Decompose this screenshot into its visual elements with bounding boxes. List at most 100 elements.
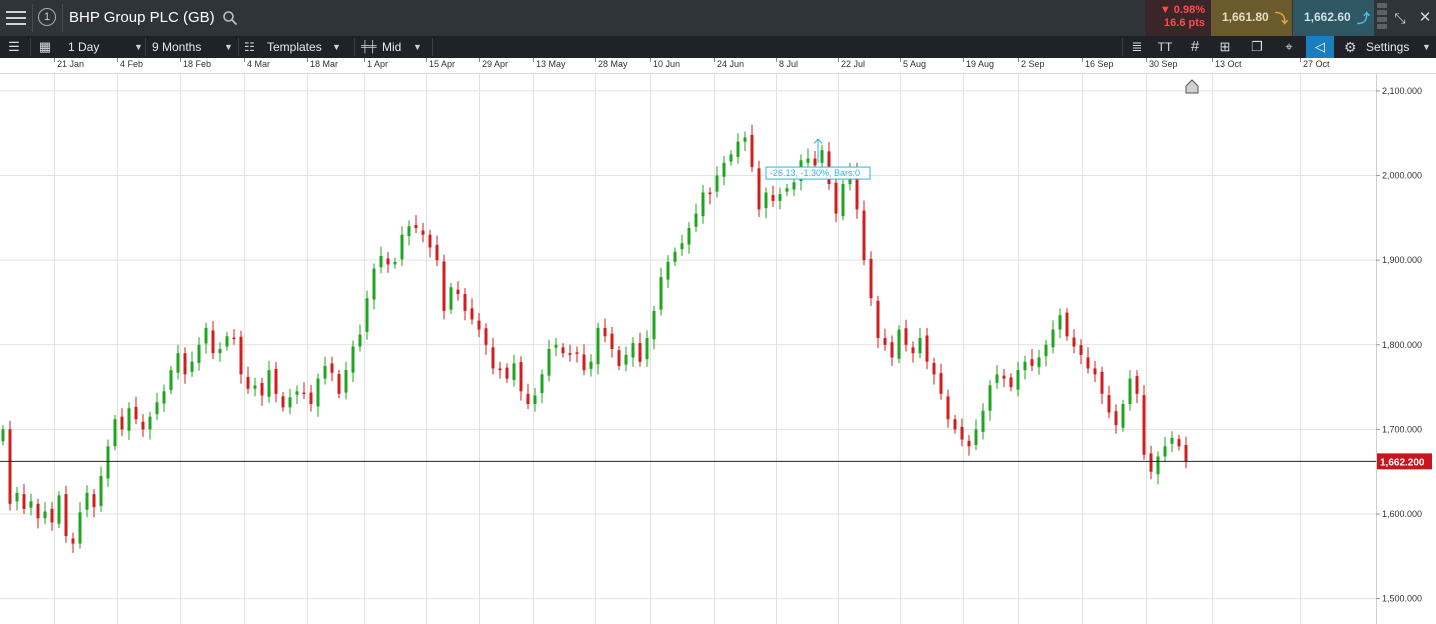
x-tick-label: 29 Apr <box>482 59 509 69</box>
settings-button[interactable]: ⚙ Settings ▼ <box>1340 36 1436 58</box>
candle <box>22 483 26 514</box>
candle <box>78 502 82 549</box>
candle <box>897 325 901 363</box>
candle-body <box>442 261 446 311</box>
candle-body <box>638 343 642 362</box>
collapse-icon[interactable]: ⤡ <box>1394 10 1406 26</box>
candle <box>911 341 915 363</box>
interval-dropdown[interactable]: 1 Day ▼ <box>62 36 144 58</box>
candle <box>141 414 145 437</box>
search-icon[interactable] <box>222 10 238 26</box>
candle-body <box>659 277 663 310</box>
grid-icon[interactable]: # <box>1190 38 1200 55</box>
candle-body <box>820 150 824 163</box>
candle <box>134 396 138 425</box>
price-type-dropdown[interactable]: ╪╪ Mid ▼ <box>356 36 432 58</box>
x-tick <box>1300 58 1301 62</box>
candle <box>687 222 691 254</box>
chevron-down-icon: ▼ <box>224 42 233 52</box>
candle-body <box>673 251 677 262</box>
crosshair-icon[interactable]: ⌖ <box>1285 39 1293 54</box>
candle-body <box>288 397 292 408</box>
list-icon[interactable]: ☰ <box>8 39 20 54</box>
candle-body <box>1002 375 1006 379</box>
candle-body <box>435 244 439 261</box>
candle <box>127 402 131 440</box>
menu-icon[interactable] <box>6 9 26 27</box>
candle-body <box>498 368 502 371</box>
templates-dropdown[interactable]: ☷ Templates ▼ <box>240 36 354 58</box>
candle-body <box>876 300 880 338</box>
candle <box>953 415 957 434</box>
y-tick-label: 1,600.000 <box>1382 509 1422 519</box>
text-tool-icon[interactable]: TT <box>1157 40 1173 54</box>
candle-body <box>106 446 110 479</box>
x-tick <box>900 58 901 62</box>
candle <box>253 377 257 397</box>
candle <box>393 257 397 269</box>
x-tick-label: 28 May <box>598 59 628 69</box>
candle-body <box>666 261 670 280</box>
home-marker-icon[interactable] <box>1185 79 1199 94</box>
candle-body <box>778 194 782 201</box>
tag-tool-icon[interactable]: ◁ <box>1306 36 1334 58</box>
measure-annotation[interactable]: -26.13, -1.30%, Bars:0 <box>765 138 871 180</box>
sell-button[interactable]: 1,661.80 ⤵ <box>1211 0 1292 36</box>
layout-grid-icon[interactable]: ▦ <box>38 39 52 54</box>
candle <box>470 298 474 325</box>
candle-body <box>1016 370 1020 390</box>
candle-body <box>806 158 810 163</box>
candle <box>1051 320 1055 354</box>
crosshair-grid-icon[interactable]: ⊞ <box>1219 39 1231 54</box>
range-dropdown[interactable]: 9 Months ▼ <box>146 36 238 58</box>
x-tick <box>180 58 181 62</box>
sell-price: 1,661.80 <box>1222 10 1269 24</box>
candle-body <box>932 362 936 375</box>
buy-button[interactable]: 1,662.60 ⤴ <box>1293 0 1374 36</box>
x-tick-label: 22 Jul <box>841 59 866 69</box>
close-icon[interactable]: ✕ <box>1418 9 1432 26</box>
candle <box>659 267 663 316</box>
candle <box>505 363 509 383</box>
info-icon[interactable]: 1 <box>38 8 56 26</box>
data-panel-icon[interactable]: ≣ <box>1131 39 1143 54</box>
copy-icon[interactable]: ❐ <box>1251 39 1263 54</box>
scroll-stack-icon[interactable] <box>1377 3 1387 33</box>
candle <box>148 411 152 440</box>
buy-arrow-icon: ⤴ <box>1357 11 1371 26</box>
candle-body <box>757 168 761 210</box>
change-percent: 0.98% <box>1173 4 1205 16</box>
candle-body <box>113 419 117 447</box>
measure-arrow-icon <box>813 138 823 144</box>
candle-body <box>428 234 432 248</box>
candle-body <box>925 335 929 362</box>
candle <box>589 354 593 377</box>
x-tick-label: 4 Feb <box>120 59 144 69</box>
candle <box>484 323 488 355</box>
candle <box>533 387 537 412</box>
x-tick <box>714 58 715 62</box>
candle-body <box>652 310 656 340</box>
candle <box>36 498 40 529</box>
x-tick-label: 15 Apr <box>429 59 456 69</box>
x-tick-label: 27 Oct <box>1303 59 1330 69</box>
candle-body <box>253 385 257 389</box>
candle <box>1065 308 1069 341</box>
candle <box>617 346 621 371</box>
measure-box <box>765 166 871 180</box>
candle-body <box>365 298 369 333</box>
candle <box>603 318 607 343</box>
x-tick-label: 10 Jun <box>653 59 681 69</box>
candle-body <box>883 338 887 345</box>
candle <box>631 337 635 367</box>
x-tick <box>776 58 777 62</box>
candle-body <box>1044 344 1048 357</box>
candle <box>1 425 5 446</box>
candle-body <box>127 408 131 431</box>
candle-body <box>1093 368 1097 375</box>
candle <box>288 388 292 415</box>
candle-body <box>211 330 215 354</box>
candle <box>561 343 565 358</box>
price-chart[interactable]: 1,500.000 1,600.000 1,700.000 1,800.000 1,90… <box>0 74 1436 624</box>
candle <box>316 373 320 417</box>
